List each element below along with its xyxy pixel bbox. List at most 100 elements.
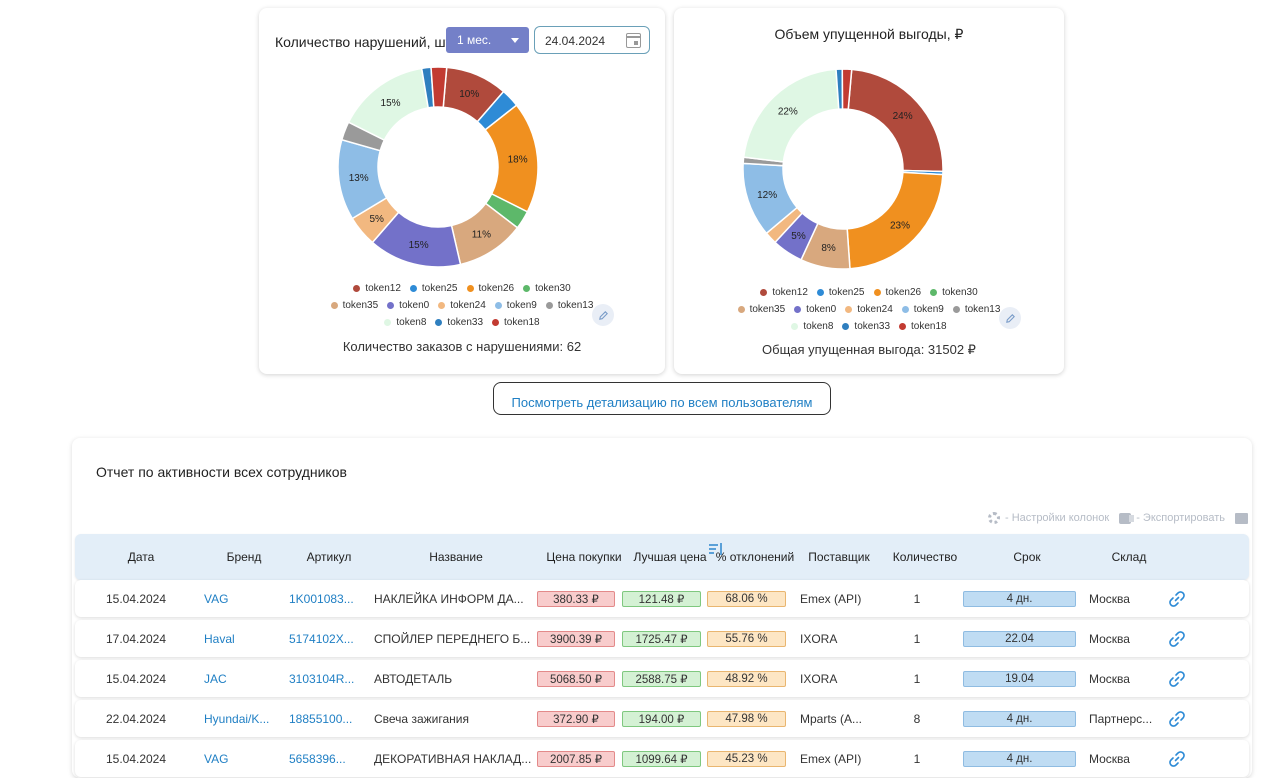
legend-label: token26 — [478, 283, 515, 294]
legend-item[interactable]: token30 — [523, 283, 571, 294]
report-toolbar: - Настройки колонок - Экспортировать — [988, 512, 1248, 524]
col-best-price[interactable]: Лучшая цена — [633, 549, 707, 564]
legend-item[interactable]: token25 — [409, 283, 458, 294]
calendar-icon[interactable] — [626, 33, 641, 48]
col-warehouse[interactable]: Склад — [1111, 549, 1147, 564]
cell-warehouse: Москва — [1089, 751, 1130, 766]
legend-item[interactable]: token35 — [330, 300, 379, 311]
cell-brand-link[interactable]: Haval — [204, 631, 235, 646]
legend-item[interactable]: token24 — [845, 304, 893, 315]
legend-swatch — [930, 289, 938, 296]
legend-item[interactable]: token9 — [901, 304, 944, 315]
column-settings-label: - Настройки колонок — [1005, 512, 1110, 524]
best-price-badge: 1725.47 ₽ — [622, 631, 701, 647]
table-row[interactable]: 15.04.2024 VAG 1K001083... НАКЛЕЙКА ИНФОРМ … — [75, 580, 1249, 617]
donut-data-label: 5% — [369, 214, 384, 225]
cell-article-link[interactable]: 3103104R... — [289, 671, 355, 686]
legend-item[interactable]: token0 — [387, 300, 429, 311]
legend-item[interactable]: token30 — [930, 287, 978, 298]
legend-swatch — [435, 319, 443, 326]
cell-qty: 1 — [913, 671, 921, 686]
gear-icon — [988, 512, 1000, 524]
edit-chart-button[interactable] — [592, 304, 614, 326]
cell-article-link[interactable]: 5658396... — [289, 751, 346, 766]
activity-report-panel: Отчет по активности всех сотрудников - Н… — [72, 438, 1252, 778]
violations-donut-chart: 10% 18% 11% 15% 5% 13% 15% — [337, 66, 539, 268]
cell-brand-link[interactable]: JAC — [204, 671, 227, 686]
legend-item[interactable]: token0 — [794, 304, 836, 315]
donut-slice-token18[interactable] — [430, 66, 448, 109]
legend-item[interactable]: token8 — [384, 317, 426, 328]
legend-label: token13 — [557, 300, 594, 311]
table-row[interactable]: 22.04.2024 Hyundai/K... 18855100... Свеча з… — [75, 700, 1249, 737]
cell-brand-link[interactable]: VAG — [204, 591, 229, 606]
legend-item[interactable]: token26 — [466, 283, 515, 294]
cell-qty: 1 — [913, 591, 921, 606]
col-brand[interactable]: Бренд — [226, 549, 262, 564]
cell-brand-link[interactable]: Hyundai/K... — [204, 711, 270, 726]
cell-name: ДЕКОРАТИВНАЯ НАКЛАД... — [374, 751, 532, 766]
cell-article-link[interactable]: 1K001083... — [289, 591, 354, 606]
legend-swatch — [384, 319, 392, 326]
best-price-badge: 194.00 ₽ — [622, 711, 701, 727]
link-icon[interactable] — [1167, 589, 1187, 609]
donut-data-label: 12% — [757, 190, 777, 201]
donut-slice-token18[interactable] — [841, 68, 853, 111]
cell-brand-link[interactable]: VAG — [204, 751, 229, 766]
table-row[interactable]: 15.04.2024 JAC 3103104R... АВТОДЕТАЛЬ 5068.5… — [75, 660, 1249, 697]
col-supplier[interactable]: Поставщик — [808, 549, 870, 564]
legend-item[interactable]: token18 — [492, 317, 540, 328]
deviation-badge: 47.98 % — [707, 711, 786, 727]
link-icon[interactable] — [1167, 669, 1187, 689]
legend-item[interactable]: token12 — [353, 283, 401, 294]
view-details-button[interactable]: Посмотреть детализацию по всем пользоват… — [493, 382, 831, 415]
sort-icon[interactable] — [709, 543, 725, 557]
legend-item[interactable]: token35 — [737, 304, 785, 315]
edit-chart-button[interactable] — [999, 307, 1021, 329]
term-badge: 19.04 — [963, 671, 1076, 687]
legend-item[interactable]: token33 — [435, 317, 483, 328]
legend-item[interactable]: token13 — [545, 300, 594, 311]
legend-item[interactable]: token25 — [816, 287, 865, 298]
legend-item[interactable]: token9 — [494, 300, 537, 311]
col-deviation[interactable]: % отклонений — [715, 549, 795, 564]
col-term[interactable]: Срок — [1013, 549, 1041, 564]
legend-swatch — [899, 323, 907, 330]
legend-item[interactable]: token12 — [760, 287, 808, 298]
col-qty[interactable]: Количество — [892, 549, 958, 564]
table-row[interactable]: 15.04.2024 VAG 5658396... ДЕКОРАТИВНАЯ НАКЛ… — [75, 740, 1249, 777]
legend-swatch — [494, 302, 502, 309]
cell-article-link[interactable]: 18855100... — [289, 711, 353, 726]
buy-price-badge: 380.33 ₽ — [537, 591, 615, 607]
image-export-button[interactable] — [1235, 512, 1248, 524]
link-icon[interactable] — [1167, 749, 1187, 769]
link-icon[interactable] — [1167, 629, 1187, 649]
lost-profit-chart-card: Объем упущенной выгоды, ₽ 24% 23% 8% 5% 12% 2… — [674, 8, 1064, 374]
legend-item[interactable]: token26 — [873, 287, 922, 298]
legend-swatch — [492, 319, 500, 326]
col-name[interactable]: Название — [429, 549, 483, 564]
cell-article-link[interactable]: 5174102X... — [289, 631, 354, 646]
legend-swatch — [353, 285, 361, 292]
legend-label: token33 — [854, 321, 891, 332]
export-button[interactable]: - Экспортировать — [1119, 512, 1225, 524]
date-input[interactable]: 24.04.2024 — [534, 26, 650, 54]
legend-item[interactable]: token33 — [842, 321, 890, 332]
period-select[interactable]: 1 мес. — [446, 27, 529, 53]
legend-label: token35 — [342, 300, 379, 311]
table-row[interactable]: 17.04.2024 Haval 5174102X... СПОЙЛЕР ПЕРЕДН… — [75, 620, 1249, 657]
col-article[interactable]: Артикул — [306, 549, 352, 564]
link-icon[interactable] — [1167, 709, 1187, 729]
legend-item[interactable]: token18 — [899, 321, 947, 332]
report-title: Отчет по активности всех сотрудников — [96, 464, 347, 480]
legend-label: token26 — [885, 287, 922, 298]
legend-row: token12 token25 token26 token30 — [259, 280, 665, 297]
legend-item[interactable]: token24 — [438, 300, 486, 311]
legend-item[interactable]: token8 — [791, 321, 833, 332]
col-buy-price[interactable]: Цена покупки — [546, 549, 622, 564]
column-settings-button[interactable]: - Настройки колонок — [988, 512, 1109, 524]
donut-data-label: 22% — [778, 107, 798, 118]
violations-chart-card: Количество нарушений, шт. 1 мес. 24.04.2… — [259, 8, 665, 374]
col-date[interactable]: Дата — [127, 549, 155, 564]
legend-item[interactable]: token13 — [952, 304, 1000, 315]
